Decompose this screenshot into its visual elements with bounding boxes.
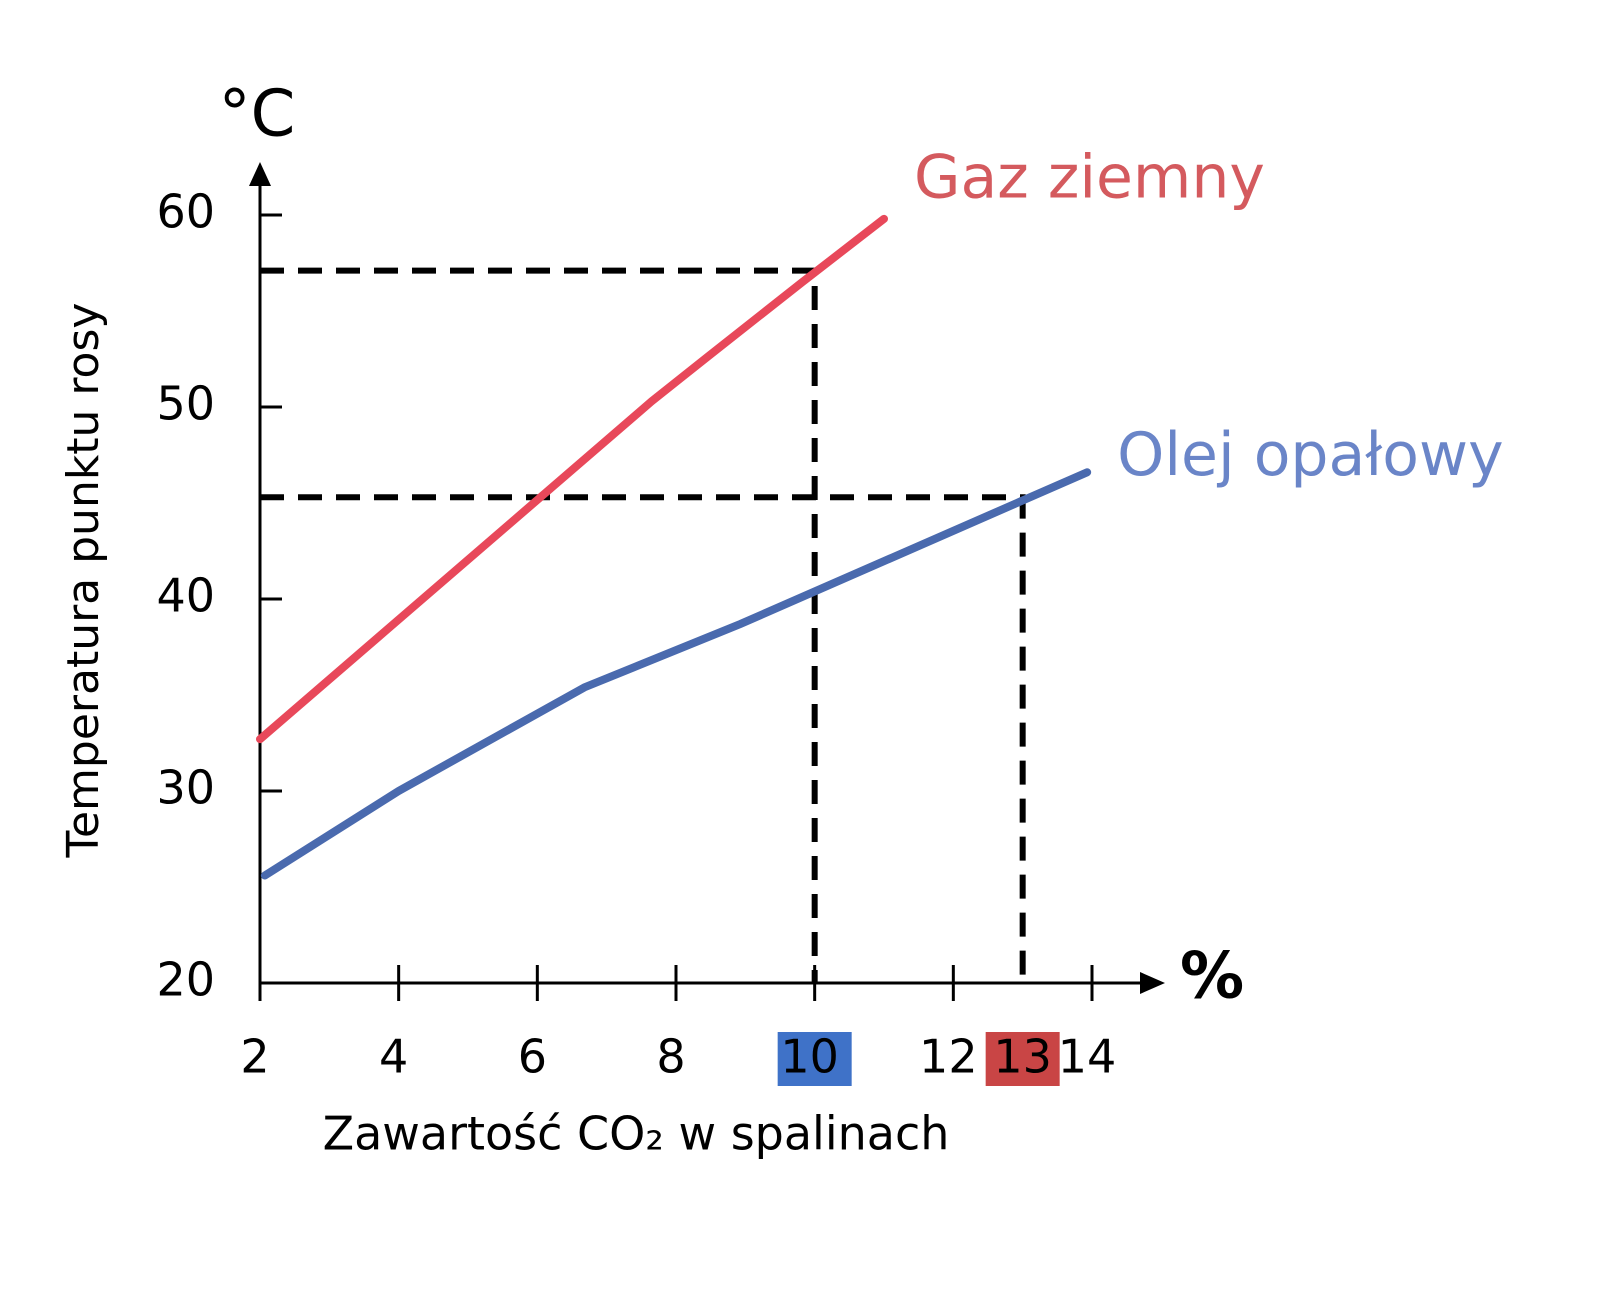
x-tick-label: 10 [780, 1030, 839, 1084]
y-tick-label: 50 [156, 377, 215, 431]
y-tick-label: 40 [156, 569, 215, 623]
y-arrow [249, 162, 271, 186]
series-line [256, 214, 888, 744]
y-unit: °C [219, 78, 296, 152]
x-tick-label: 8 [656, 1030, 685, 1084]
series-line [260, 468, 1092, 880]
series-label: Olej opałowy [1117, 420, 1503, 490]
x-unit: % [1180, 940, 1244, 1014]
guide-line [260, 494, 1026, 983]
x-tick-label: 2 [240, 1030, 269, 1084]
y-tick-label: 20 [156, 953, 215, 1007]
y-tick-label: 30 [156, 761, 215, 815]
x-highlight-label: 13 [993, 1030, 1052, 1084]
series-label: Gaz ziemny [914, 142, 1265, 212]
y-axis-label: Temperatura punktu rosy [58, 303, 109, 859]
x-tick-label: 4 [379, 1030, 408, 1084]
x-arrow [1140, 972, 1165, 994]
x-axis-label: Zawartość CO₂ w spalinach [323, 1107, 950, 1161]
x-highlight [985, 1032, 1060, 1086]
x-tick-label: 12 [919, 1030, 978, 1084]
x-tick-label: 14 [1058, 1030, 1117, 1084]
x-highlight [777, 1032, 852, 1086]
y-tick-label: 60 [156, 185, 215, 239]
x-tick-label: 6 [518, 1030, 547, 1084]
